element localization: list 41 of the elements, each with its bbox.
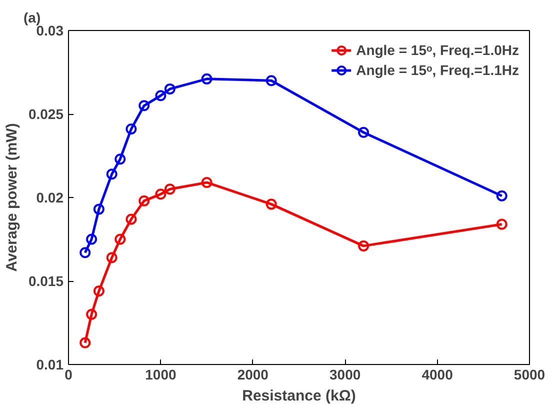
point xyxy=(138,100,150,112)
point xyxy=(106,252,118,264)
point xyxy=(155,188,166,200)
y-tick-label: 0.02 xyxy=(36,190,64,206)
point xyxy=(201,176,212,188)
point xyxy=(126,124,137,135)
point xyxy=(496,190,508,202)
point xyxy=(358,126,370,138)
point xyxy=(164,184,176,195)
x-tick-label: 0 xyxy=(64,366,73,382)
x-tick-label: 1000 xyxy=(145,366,176,382)
legend-label: Angle = 15ᵒ, Freq.=1.0Hz xyxy=(356,41,519,59)
x-tick-label: 2000 xyxy=(237,366,269,382)
point xyxy=(93,286,104,297)
x-axis-title: Resistance (kΩ) xyxy=(242,388,356,404)
point xyxy=(266,198,277,210)
y-tick-label: 0.015 xyxy=(28,273,64,289)
x-tick-label: 5000 xyxy=(514,366,546,382)
text: (a) xyxy=(24,10,41,26)
point xyxy=(80,247,91,258)
point xyxy=(86,234,98,245)
x-tick-label: 4000 xyxy=(422,366,454,382)
point xyxy=(358,240,370,252)
point xyxy=(114,154,126,165)
point xyxy=(164,83,176,94)
legend-label: Angle = 15ᵒ, Freq.=1.1Hz xyxy=(356,61,519,79)
point xyxy=(93,204,104,215)
point xyxy=(201,73,212,84)
y-axis-title: Average power (mW) xyxy=(3,123,20,272)
point xyxy=(106,168,118,180)
x-tick-label: 3000 xyxy=(330,366,361,382)
point xyxy=(80,337,91,348)
y-tick-label: 0.01 xyxy=(36,356,64,372)
point xyxy=(126,214,137,225)
point xyxy=(266,75,277,86)
y-tick-label: 0.025 xyxy=(28,106,64,122)
point xyxy=(114,234,126,245)
point xyxy=(496,218,508,230)
point xyxy=(138,195,150,206)
point xyxy=(155,90,166,102)
point xyxy=(86,308,98,320)
